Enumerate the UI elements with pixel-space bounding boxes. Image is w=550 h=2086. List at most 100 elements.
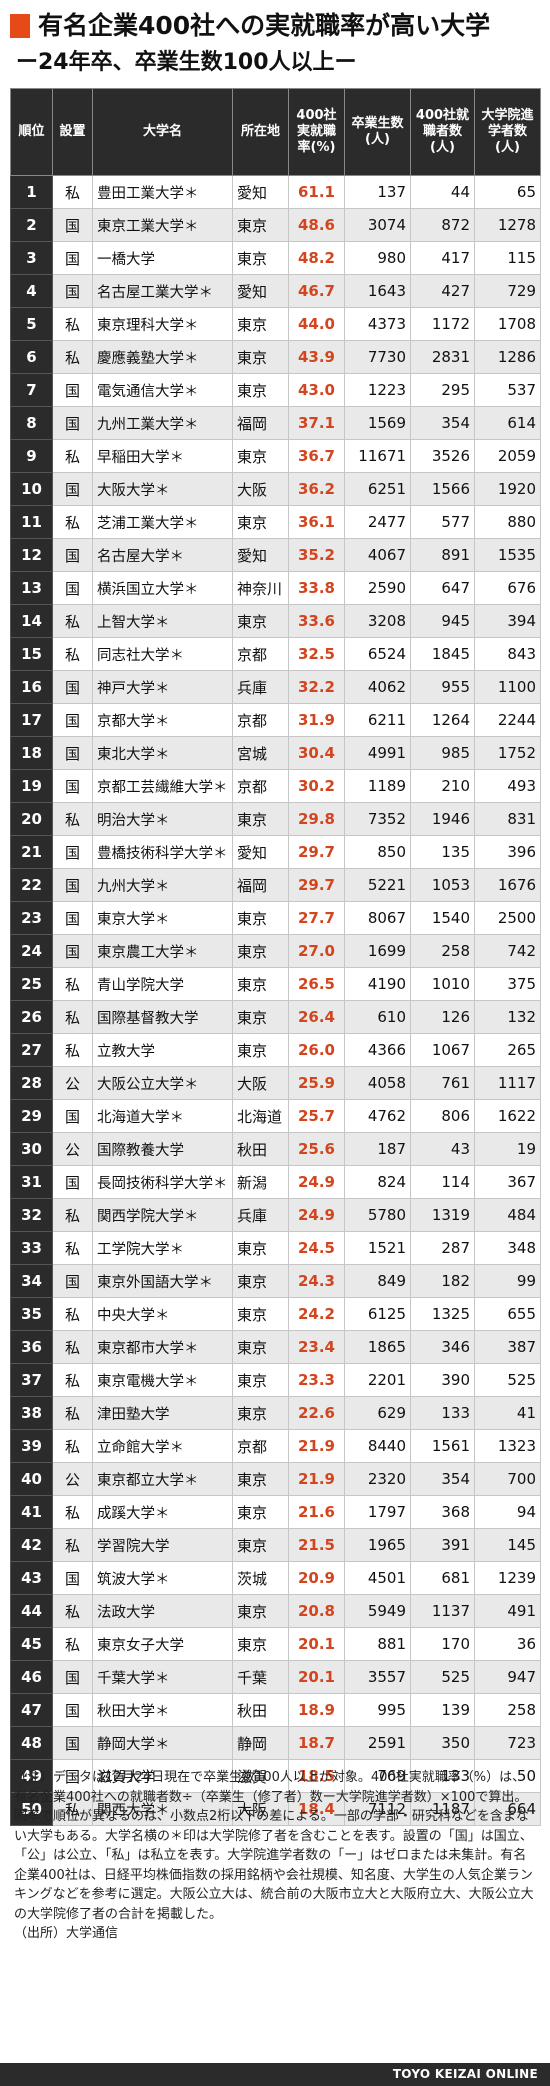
rate-cell: 29.7 [288, 868, 345, 902]
table-row: 7 国電気通信大学＊ 東京 43.0 1223 295 537 [10, 373, 541, 407]
graduates-cell: 4366 [344, 1033, 411, 1067]
graduates-cell: 4062 [344, 670, 411, 704]
employed-cell: 43 [410, 1132, 475, 1166]
type-cell: 国 [52, 571, 93, 605]
grad-school-cell: 525 [474, 1363, 541, 1397]
graduates-cell: 1797 [344, 1495, 411, 1529]
table-row: 21 国豊橋技術科学大学＊ 愛知 29.7 850 135 396 [10, 835, 541, 869]
page-title: 有名企業400社への実就職率が高い大学 [38, 11, 491, 40]
university-name-cell: 大阪公立大学＊ [92, 1066, 233, 1100]
graduates-cell: 1223 [344, 373, 411, 407]
type-cell: 国 [52, 1165, 93, 1199]
table-row: 17 国京都大学＊ 京都 31.9 6211 1264 2244 [10, 703, 541, 737]
rate-cell: 37.1 [288, 406, 345, 440]
grad-school-cell: 115 [474, 241, 541, 275]
rank-cell: 9 [10, 439, 53, 473]
rank-cell: 19 [10, 769, 53, 803]
graduates-cell: 1521 [344, 1231, 411, 1265]
rate-cell: 21.6 [288, 1495, 345, 1529]
rank-cell: 5 [10, 307, 53, 341]
grad-school-cell: 742 [474, 934, 541, 968]
graduates-cell: 5221 [344, 868, 411, 902]
type-cell: 私 [52, 175, 93, 209]
rate-cell: 32.2 [288, 670, 345, 704]
type-cell: 私 [52, 802, 93, 836]
university-name-cell: 中央大学＊ [92, 1297, 233, 1331]
graduates-cell: 1965 [344, 1528, 411, 1562]
rank-cell: 6 [10, 340, 53, 374]
grad-school-cell: 132 [474, 1000, 541, 1034]
table-row: 33 私工学院大学＊ 東京 24.5 1521 287 348 [10, 1231, 541, 1265]
location-cell: 東京 [232, 1528, 289, 1562]
employed-cell: 295 [410, 373, 475, 407]
col-header-type: 設置 [52, 88, 93, 176]
university-name-cell: 学習院大学 [92, 1528, 233, 1562]
table-row: 1 私豊田工業大学＊ 愛知 61.1 137 44 65 [10, 175, 541, 209]
grad-school-cell: 394 [474, 604, 541, 638]
table-row: 26 私国際基督教大学 東京 26.4 610 126 132 [10, 1000, 541, 1034]
table-row: 31 国長岡技術科学大学＊ 新潟 24.9 824 114 367 [10, 1165, 541, 1199]
type-cell: 国 [52, 1726, 93, 1760]
university-name-cell: 京都大学＊ [92, 703, 233, 737]
employed-cell: 1325 [410, 1297, 475, 1331]
rank-cell: 45 [10, 1627, 53, 1661]
table-row: 14 私上智大学＊ 東京 33.6 3208 945 394 [10, 604, 541, 638]
employed-cell: 210 [410, 769, 475, 803]
rank-cell: 40 [10, 1462, 53, 1496]
table-row: 27 私立教大学 東京 26.0 4366 1067 265 [10, 1033, 541, 1067]
employed-cell: 1845 [410, 637, 475, 671]
employed-cell: 1264 [410, 703, 475, 737]
grad-school-cell: 65 [474, 175, 541, 209]
type-cell: 国 [52, 538, 93, 572]
grad-school-cell: 1239 [474, 1561, 541, 1595]
type-cell: 私 [52, 1396, 93, 1430]
grad-school-cell: 19 [474, 1132, 541, 1166]
university-name-cell: 一橋大学 [92, 241, 233, 275]
graduates-cell: 1643 [344, 274, 411, 308]
ranking-table: 順位 設置 大学名 所在地 400社実就職率(%) 卒業生数(人) 400社就職… [10, 88, 541, 1826]
location-cell: 東京 [232, 505, 289, 539]
university-name-cell: 秋田大学＊ [92, 1693, 233, 1727]
graduates-cell: 3208 [344, 604, 411, 638]
type-cell: 私 [52, 1495, 93, 1529]
rank-cell: 29 [10, 1099, 53, 1133]
university-name-cell: 豊橋技術科学大学＊ [92, 835, 233, 869]
table-row: 2 国東京工業大学＊ 東京 48.6 3074 872 1278 [10, 208, 541, 242]
table-row: 11 私芝浦工業大学＊ 東京 36.1 2477 577 880 [10, 505, 541, 539]
graduates-cell: 1569 [344, 406, 411, 440]
rank-cell: 37 [10, 1363, 53, 1397]
employed-cell: 139 [410, 1693, 475, 1727]
graduates-cell: 187 [344, 1132, 411, 1166]
type-cell: 私 [52, 1000, 93, 1034]
col-header-name: 大学名 [92, 88, 233, 176]
rate-cell: 18.7 [288, 1726, 345, 1760]
type-cell: 私 [52, 340, 93, 374]
rate-cell: 36.7 [288, 439, 345, 473]
rate-cell: 24.3 [288, 1264, 345, 1298]
grad-school-cell: 41 [474, 1396, 541, 1430]
rate-cell: 30.2 [288, 769, 345, 803]
grad-school-cell: 1323 [474, 1429, 541, 1463]
table-row: 34 国東京外国語大学＊ 東京 24.3 849 182 99 [10, 1264, 541, 1298]
employed-cell: 258 [410, 934, 475, 968]
graduates-cell: 4190 [344, 967, 411, 1001]
location-cell: 愛知 [232, 538, 289, 572]
rate-cell: 31.9 [288, 703, 345, 737]
employed-cell: 577 [410, 505, 475, 539]
grad-school-cell: 1535 [474, 538, 541, 572]
ranking-table-body: 1 私豊田工業大学＊ 愛知 61.1 137 44 65 2 国東京工業大学＊ 東京 48.6 307… [10, 175, 541, 1826]
table-row: 45 私東京女子大学 東京 20.1 881 170 36 [10, 1627, 541, 1661]
table-row: 25 私青山学院大学 東京 26.5 4190 1010 375 [10, 967, 541, 1001]
location-cell: 東京 [232, 1297, 289, 1331]
type-cell: 国 [52, 1561, 93, 1595]
grad-school-cell: 1622 [474, 1099, 541, 1133]
rate-cell: 21.9 [288, 1462, 345, 1496]
graduates-cell: 4762 [344, 1099, 411, 1133]
rate-cell: 44.0 [288, 307, 345, 341]
graduates-cell: 849 [344, 1264, 411, 1298]
location-cell: 宮城 [232, 736, 289, 770]
employed-cell: 182 [410, 1264, 475, 1298]
university-name-cell: 芝浦工業大学＊ [92, 505, 233, 539]
grad-school-cell: 265 [474, 1033, 541, 1067]
rank-cell: 42 [10, 1528, 53, 1562]
